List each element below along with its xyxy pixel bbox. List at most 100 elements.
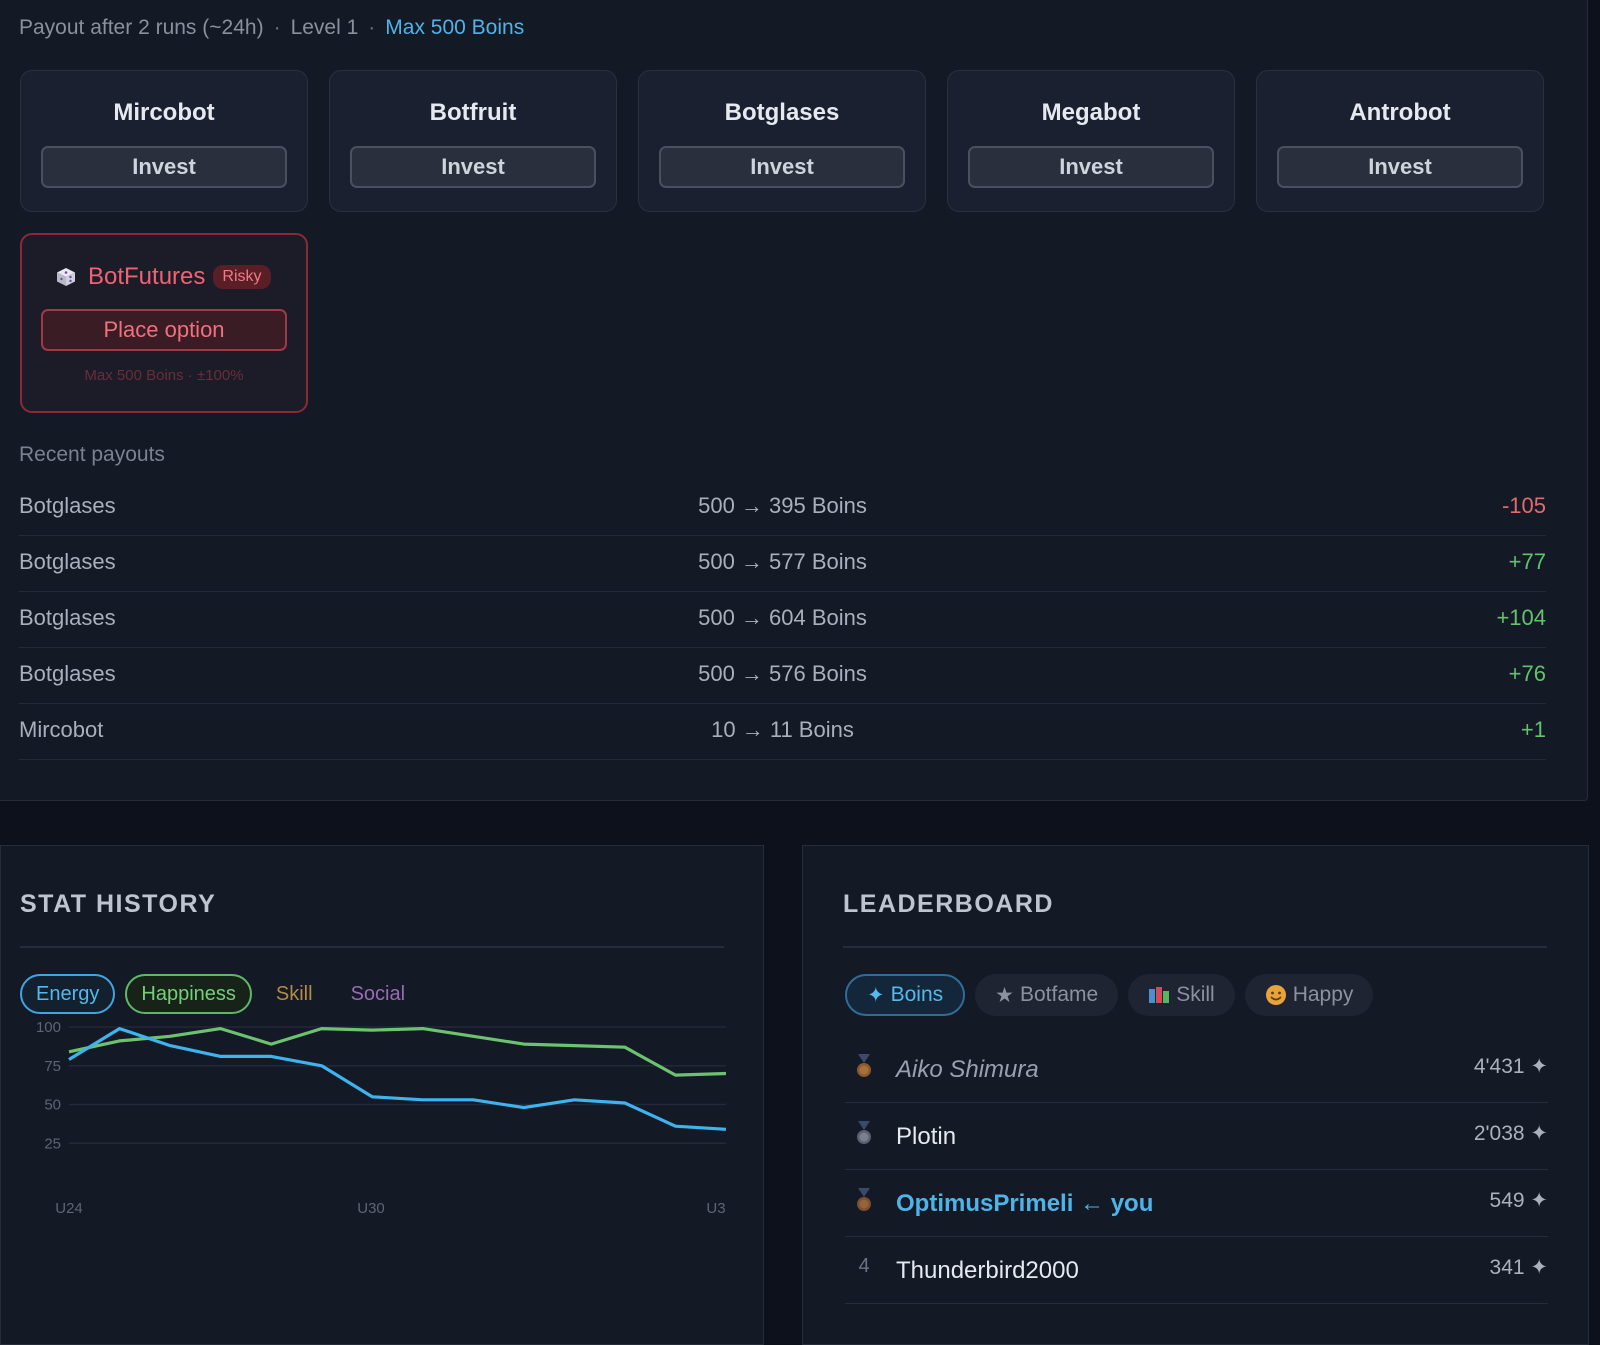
payout-bot: Mircobot	[19, 717, 104, 742]
leaderboard-list: Aiko Shimura 4'431 ✦ Plotin 2'038 ✦ Opti…	[845, 1036, 1548, 1304]
payout-row: Botglases 500 → 577 Boins +77	[19, 536, 1546, 592]
payout-row: Botglases 500 → 604 Boins +104	[19, 592, 1546, 648]
books-icon	[1148, 985, 1170, 1005]
invest-button[interactable]: Invest	[659, 146, 905, 188]
dice-icon	[57, 268, 75, 286]
payout-bot: Botglases	[19, 549, 116, 574]
leaderboard-row: Plotin 2'038 ✦	[845, 1103, 1548, 1170]
recent-payouts-label: Recent payouts	[19, 443, 165, 466]
payout-flow: 500 → 395 Boins	[698, 493, 867, 518]
leaderboard-panel: LEADERBOARD ✦ Boins ★ Botfame Skill	[802, 845, 1589, 1345]
botfutures-card: BotFutures Risky Place option Max 500 Bo…	[20, 233, 308, 413]
invest-panel: Payout after 2 runs (~24h) · Level 1 · Max 5…	[0, 0, 1588, 801]
tab-happiness[interactable]: Happiness	[125, 974, 252, 1014]
payout-flow: 10 → 11 Boins	[711, 717, 854, 742]
tab-happy[interactable]: Happy	[1244, 974, 1374, 1016]
payout-flow: 500 → 576 Boins	[698, 661, 867, 686]
payout-delta: -105	[1501, 493, 1546, 518]
divider	[20, 946, 724, 948]
bot-card-mircobot: Mircobot Invest	[20, 70, 308, 212]
max-investment: Max 500 Boins	[385, 16, 525, 39]
tab-label: Boins	[890, 983, 944, 1006]
bot-name: Botglases	[724, 99, 840, 126]
stat-tabs: Energy Happiness Skill Social	[20, 974, 429, 1014]
payout-flow: 500 → 604 Boins	[698, 605, 867, 630]
player-score: 4'431 ✦	[1473, 1055, 1548, 1078]
x-tick-label: U30	[357, 1200, 385, 1217]
leaderboard-row: OptimusPrimeli ← you 549 ✦	[845, 1170, 1548, 1237]
leaderboard-row: Aiko Shimura 4'431 ✦	[845, 1036, 1548, 1103]
stat-history-chart: 100 75 50 25 U24 U30 U3	[36, 1022, 726, 1217]
invest-button[interactable]: Invest	[350, 146, 596, 188]
tab-skill[interactable]: Skill	[275, 982, 313, 1005]
futures-title: BotFutures Risky	[56, 263, 271, 291]
player-name-you: OptimusPrimeli ← you	[896, 1190, 1154, 1217]
player-score: 2'038 ✦	[1473, 1122, 1548, 1145]
divider	[843, 946, 1547, 948]
stat-history-panel: STAT HISTORY Energy Happiness Skill Soci…	[0, 845, 764, 1345]
invest-button[interactable]: Invest	[1277, 146, 1523, 188]
leaderboard-title: LEADERBOARD	[843, 890, 1054, 918]
payout-row: Botglases 500 → 576 Boins +76	[19, 648, 1546, 704]
bronze-medal-icon	[853, 1054, 875, 1080]
payout-row: Mircobot 10 → 11 Boins +1	[19, 704, 1546, 760]
futures-name: BotFutures	[88, 263, 206, 290]
series-line-energy	[68, 1026, 726, 1131]
star-icon: ★	[995, 983, 1014, 1007]
payout-schedule: Payout after 2 runs (~24h)	[19, 16, 264, 39]
leaderboard-tabs: ✦ Boins ★ Botfame Skill	[845, 974, 1383, 1016]
bot-name: Antrobot	[1349, 99, 1451, 126]
player-name: Thunderbird2000	[896, 1257, 1079, 1284]
bot-card-botglases: Botglases Invest	[638, 70, 926, 212]
smiley-icon	[1265, 984, 1287, 1006]
player-score: 549 ✦	[1489, 1189, 1548, 1212]
tab-label: Skill	[1176, 983, 1215, 1006]
silver-medal-icon	[853, 1121, 875, 1147]
invest-button[interactable]: Invest	[41, 146, 287, 188]
tab-social[interactable]: Social	[350, 982, 406, 1005]
tab-botfame[interactable]: ★ Botfame	[975, 974, 1119, 1016]
y-tick-label: 25	[44, 1135, 61, 1152]
sparkle-icon: ✦	[867, 983, 885, 1007]
payout-bot: Botglases	[19, 605, 116, 630]
y-tick-label: 100	[36, 1022, 61, 1036]
invest-button[interactable]: Invest	[968, 146, 1214, 188]
player-name: Aiko Shimura	[896, 1056, 1039, 1083]
bronze-medal-icon	[853, 1188, 875, 1214]
payout-delta: +77	[1508, 549, 1546, 574]
futures-note: Max 500 Boins · ±100%	[84, 367, 244, 384]
payout-bot: Botglases	[19, 493, 116, 518]
place-option-button[interactable]: Place option	[41, 309, 287, 351]
payout-info: Payout after 2 runs (~24h) · Level 1 · Max 5…	[19, 16, 525, 39]
payout-delta: +76	[1508, 661, 1546, 686]
payout-flow: 500 → 577 Boins	[698, 549, 867, 574]
x-tick-label: U3	[706, 1200, 725, 1217]
player-score: 341 ✦	[1489, 1256, 1548, 1279]
bot-name: Megabot	[1041, 99, 1141, 126]
tab-boins[interactable]: ✦ Boins	[845, 974, 966, 1016]
tab-skill[interactable]: Skill	[1128, 974, 1235, 1016]
stat-history-title: STAT HISTORY	[20, 890, 217, 918]
y-tick-label: 50	[44, 1097, 61, 1114]
tab-label: Happy	[1292, 983, 1354, 1006]
payout-bot: Botglases	[19, 661, 116, 686]
payout-delta: +1	[1520, 717, 1546, 742]
player-name: Plotin	[896, 1123, 957, 1150]
series-line-happiness	[68, 1026, 726, 1077]
y-tick-label: 75	[44, 1058, 61, 1075]
bot-card-megabot: Megabot Invest	[947, 70, 1235, 212]
payout-delta: +104	[1496, 605, 1546, 630]
bot-card-antrobot: Antrobot Invest	[1256, 70, 1544, 212]
leaderboard-row: 4 Thunderbird2000 341 ✦	[845, 1237, 1548, 1304]
recent-payouts-list: Botglases 500 → 395 Boins -105 Botglases…	[19, 480, 1546, 760]
risky-badge: Risky	[213, 265, 271, 289]
payout-row: Botglases 500 → 395 Boins -105	[19, 480, 1546, 536]
bot-card-botfruit: Botfruit Invest	[329, 70, 617, 212]
bot-name: Botfruit	[429, 99, 517, 126]
x-tick-label: U24	[55, 1200, 83, 1217]
tab-energy[interactable]: Energy	[20, 974, 116, 1014]
rank-number: 4	[858, 1255, 870, 1277]
bot-name: Mircobot	[113, 99, 215, 126]
tab-label: Botfame	[1019, 983, 1099, 1006]
level-label: Level 1	[290, 16, 359, 39]
